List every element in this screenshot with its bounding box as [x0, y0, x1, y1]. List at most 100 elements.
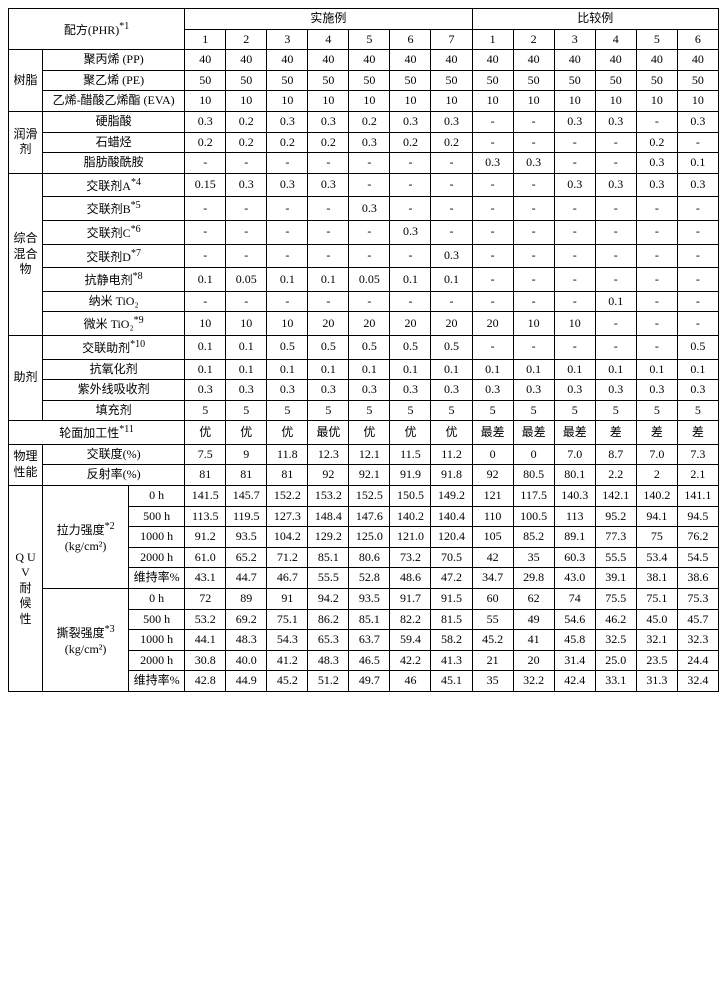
resin-1-c0: 50: [185, 70, 226, 91]
compound-2-c7: -: [472, 220, 513, 244]
compound-6-c7: 20: [472, 312, 513, 336]
compound-1-c10: -: [595, 197, 636, 221]
quv-tear-2-c0: 44.1: [185, 630, 226, 651]
label-aux-3: 填充剂: [43, 400, 185, 421]
phys-1-c9: 80.1: [554, 465, 595, 486]
quv-tear-4-c3: 51.2: [308, 671, 349, 692]
compound-2-c2: -: [267, 220, 308, 244]
compound-5-c9: -: [554, 291, 595, 312]
compound-5-c3: -: [308, 291, 349, 312]
quv-tensile-1-c1: 119.5: [226, 506, 267, 527]
col-ex-6: 6: [390, 29, 431, 50]
compound-5-c4: -: [349, 291, 390, 312]
resin-1-c2: 50: [267, 70, 308, 91]
quv-tear-3-c12: 24.4: [677, 650, 718, 671]
quv-tear-0-c2: 91: [267, 589, 308, 610]
quv-tear-2-c6: 58.2: [431, 630, 472, 651]
quv-tensile-3-c12: 54.5: [677, 547, 718, 568]
compound-2-c6: -: [431, 220, 472, 244]
row-lube-2: 脂肪酸酰胺-------0.30.3--0.30.1: [9, 153, 719, 174]
lube-2-c2: -: [267, 153, 308, 174]
row-lube-0: 润滑剂硬脂酸0.30.20.30.30.20.30.3--0.30.3-0.3: [9, 111, 719, 132]
quv-tear-4-c4: 49.7: [349, 671, 390, 692]
label-compound-6: 微米 TiO₂*9: [43, 312, 185, 336]
row-compound-3: 交联剂D*7------0.3------: [9, 244, 719, 268]
compound-4-c5: 0.1: [390, 268, 431, 292]
label-phys-0: 交联度(%): [43, 444, 185, 465]
lube-1-c1: 0.2: [226, 132, 267, 153]
quv-tensile-2-c12: 76.2: [677, 527, 718, 548]
compound-0-c10: 0.3: [595, 173, 636, 197]
quv-tensile-2-c6: 120.4: [431, 527, 472, 548]
quv-tensile-1-c3: 148.4: [308, 506, 349, 527]
compound-0-c11: 0.3: [636, 173, 677, 197]
quv-tensile-3-c4: 80.6: [349, 547, 390, 568]
aux-0-c2: 0.5: [267, 335, 308, 359]
quv-tensile-4-c8: 29.8: [513, 568, 554, 589]
quv-tensile-4-c0: 43.1: [185, 568, 226, 589]
quv-tear-2-c10: 32.5: [595, 630, 636, 651]
quv-tensile-4-c10: 39.1: [595, 568, 636, 589]
compound-6-c6: 20: [431, 312, 472, 336]
aux-2-c11: 0.3: [636, 380, 677, 401]
quv-tear-2-c8: 41: [513, 630, 554, 651]
lube-0-c0: 0.3: [185, 111, 226, 132]
quv-tensile-2-c3: 129.2: [308, 527, 349, 548]
hour-tear-4: 维持率%: [129, 671, 185, 692]
phys-1-c3: 92: [308, 465, 349, 486]
quv-tear-1-c12: 45.7: [677, 609, 718, 630]
quv-tear-1-c4: 85.1: [349, 609, 390, 630]
aux-3-c4: 5: [349, 400, 390, 421]
resin-2-c0: 10: [185, 91, 226, 112]
quv-tensile-4-c1: 44.7: [226, 568, 267, 589]
compound-6-c2: 10: [267, 312, 308, 336]
compound-1-c7: -: [472, 197, 513, 221]
col-ex-5: 5: [349, 29, 390, 50]
aux-1-c6: 0.1: [431, 359, 472, 380]
lube-0-c4: 0.2: [349, 111, 390, 132]
quv-tear-1-c1: 69.2: [226, 609, 267, 630]
resin-1-c5: 50: [390, 70, 431, 91]
label-compound-2: 交联剂C*6: [43, 220, 185, 244]
compound-3-c7: -: [472, 244, 513, 268]
quv-tear-4-c2: 45.2: [267, 671, 308, 692]
header-row-1: 配方(PHR)*1 实施例 比较例: [9, 9, 719, 30]
phys-1-c8: 80.5: [513, 465, 554, 486]
compound-4-c8: -: [513, 268, 554, 292]
lube-1-c10: -: [595, 132, 636, 153]
resin-2-c2: 10: [267, 91, 308, 112]
phys-1-c12: 2.1: [677, 465, 718, 486]
row-compound-4: 抗静电剂*80.10.050.10.10.050.10.1------: [9, 268, 719, 292]
resin-0-c2: 40: [267, 50, 308, 71]
resin-1-c7: 50: [472, 70, 513, 91]
quv-tensile-1-c11: 94.1: [636, 506, 677, 527]
quv-tear-0-c6: 91.5: [431, 589, 472, 610]
cat-compound: 综合混合物: [9, 173, 43, 335]
quv-tear-1-c9: 54.6: [554, 609, 595, 630]
aux-3-c6: 5: [431, 400, 472, 421]
quv-tensile-1-c5: 140.2: [390, 506, 431, 527]
hour-tear-2: 1000 h: [129, 630, 185, 651]
quv-tear-1-c2: 75.1: [267, 609, 308, 630]
compound-3-c6: 0.3: [431, 244, 472, 268]
compound-3-c9: -: [554, 244, 595, 268]
quv-tensile-3-c0: 61.0: [185, 547, 226, 568]
resin-2-c12: 10: [677, 91, 718, 112]
label-workability: 轮面加工性*11: [9, 421, 185, 445]
compound-4-c1: 0.05: [226, 268, 267, 292]
compound-2-c12: -: [677, 220, 718, 244]
phys-1-c6: 91.8: [431, 465, 472, 486]
resin-0-c11: 40: [636, 50, 677, 71]
lube-0-c10: 0.3: [595, 111, 636, 132]
phys-0-c12: 7.3: [677, 444, 718, 465]
compound-2-c4: -: [349, 220, 390, 244]
label-compound-3: 交联剂D*7: [43, 244, 185, 268]
quv-tear-2-c11: 32.1: [636, 630, 677, 651]
quv-tensile-3-c2: 71.2: [267, 547, 308, 568]
quv-tensile-2-c1: 93.5: [226, 527, 267, 548]
lube-2-c4: -: [349, 153, 390, 174]
quv-tensile-0-c12: 141.1: [677, 486, 718, 507]
quv-tear-1-c11: 45.0: [636, 609, 677, 630]
quv-tensile-4-c4: 52.8: [349, 568, 390, 589]
quv-tensile-3-c9: 60.3: [554, 547, 595, 568]
